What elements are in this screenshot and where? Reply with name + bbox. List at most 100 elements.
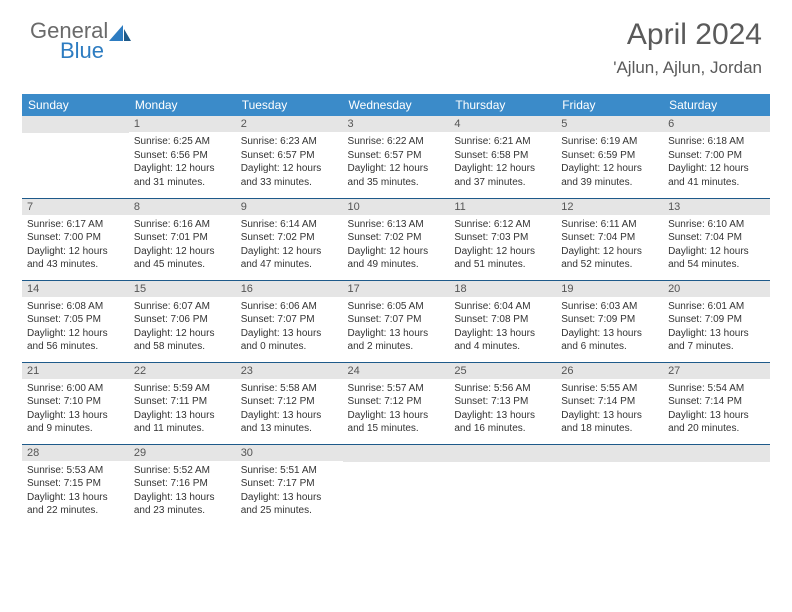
day-number: 24: [343, 363, 450, 379]
sunset-text: Sunset: 7:16 PM: [134, 477, 231, 491]
day-number: 3: [343, 116, 450, 132]
daylight-text-1: Daylight: 12 hours: [241, 245, 338, 259]
daylight-text-2: and 37 minutes.: [454, 176, 551, 190]
calendar-cell: 5Sunrise: 6:19 AMSunset: 6:59 PMDaylight…: [556, 116, 663, 198]
calendar-cell: 10Sunrise: 6:13 AMSunset: 7:02 PMDayligh…: [343, 198, 450, 280]
day-number: 12: [556, 199, 663, 215]
day-number: 21: [22, 363, 129, 379]
daylight-text-2: and 31 minutes.: [134, 176, 231, 190]
daylight-text-2: and 13 minutes.: [241, 422, 338, 436]
day-number-empty: [22, 116, 129, 133]
sunrise-text: Sunrise: 6:25 AM: [134, 135, 231, 149]
day-number: 11: [449, 199, 556, 215]
calendar-cell: 14Sunrise: 6:08 AMSunset: 7:05 PMDayligh…: [22, 280, 129, 362]
daylight-text-2: and 54 minutes.: [668, 258, 765, 272]
calendar-cell: 20Sunrise: 6:01 AMSunset: 7:09 PMDayligh…: [663, 280, 770, 362]
sunrise-text: Sunrise: 5:56 AM: [454, 382, 551, 396]
location-label: 'Ajlun, Ajlun, Jordan: [613, 58, 762, 78]
day-details: Sunrise: 6:18 AMSunset: 7:00 PMDaylight:…: [663, 132, 770, 193]
day-number: 1: [129, 116, 236, 132]
day-details: Sunrise: 6:04 AMSunset: 7:08 PMDaylight:…: [449, 297, 556, 358]
day-details: Sunrise: 6:03 AMSunset: 7:09 PMDaylight:…: [556, 297, 663, 358]
sunset-text: Sunset: 7:01 PM: [134, 231, 231, 245]
day-details: Sunrise: 5:58 AMSunset: 7:12 PMDaylight:…: [236, 379, 343, 440]
daylight-text-1: Daylight: 12 hours: [134, 327, 231, 341]
sunset-text: Sunset: 7:11 PM: [134, 395, 231, 409]
day-details: Sunrise: 6:17 AMSunset: 7:00 PMDaylight:…: [22, 215, 129, 276]
sunrise-text: Sunrise: 6:14 AM: [241, 218, 338, 232]
day-number-empty: [663, 445, 770, 462]
sunset-text: Sunset: 7:00 PM: [27, 231, 124, 245]
sunset-text: Sunset: 7:04 PM: [561, 231, 658, 245]
sunset-text: Sunset: 7:04 PM: [668, 231, 765, 245]
day-header: Saturday: [663, 94, 770, 116]
sunrise-text: Sunrise: 6:07 AM: [134, 300, 231, 314]
calendar-cell: 12Sunrise: 6:11 AMSunset: 7:04 PMDayligh…: [556, 198, 663, 280]
day-details: Sunrise: 6:14 AMSunset: 7:02 PMDaylight:…: [236, 215, 343, 276]
sunrise-text: Sunrise: 6:12 AM: [454, 218, 551, 232]
sunrise-text: Sunrise: 6:21 AM: [454, 135, 551, 149]
sunrise-text: Sunrise: 6:13 AM: [348, 218, 445, 232]
sunset-text: Sunset: 7:09 PM: [668, 313, 765, 327]
calendar-cell: 26Sunrise: 5:55 AMSunset: 7:14 PMDayligh…: [556, 362, 663, 444]
day-details: Sunrise: 6:22 AMSunset: 6:57 PMDaylight:…: [343, 132, 450, 193]
day-number: 15: [129, 281, 236, 297]
day-number: 8: [129, 199, 236, 215]
calendar-cell: 16Sunrise: 6:06 AMSunset: 7:07 PMDayligh…: [236, 280, 343, 362]
daylight-text-2: and 43 minutes.: [27, 258, 124, 272]
sunset-text: Sunset: 7:07 PM: [241, 313, 338, 327]
daylight-text-2: and 23 minutes.: [134, 504, 231, 518]
sunrise-text: Sunrise: 6:08 AM: [27, 300, 124, 314]
daylight-text-2: and 33 minutes.: [241, 176, 338, 190]
sunset-text: Sunset: 7:14 PM: [561, 395, 658, 409]
daylight-text-2: and 4 minutes.: [454, 340, 551, 354]
sunset-text: Sunset: 6:59 PM: [561, 149, 658, 163]
calendar-body: 1Sunrise: 6:25 AMSunset: 6:56 PMDaylight…: [22, 116, 770, 526]
day-number: 27: [663, 363, 770, 379]
daylight-text-1: Daylight: 12 hours: [27, 327, 124, 341]
day-details: Sunrise: 5:53 AMSunset: 7:15 PMDaylight:…: [22, 461, 129, 522]
sunset-text: Sunset: 7:00 PM: [668, 149, 765, 163]
calendar-cell: [663, 444, 770, 526]
calendar-week-row: 28Sunrise: 5:53 AMSunset: 7:15 PMDayligh…: [22, 444, 770, 526]
calendar-cell: 22Sunrise: 5:59 AMSunset: 7:11 PMDayligh…: [129, 362, 236, 444]
sunrise-text: Sunrise: 5:57 AM: [348, 382, 445, 396]
daylight-text-1: Daylight: 12 hours: [134, 162, 231, 176]
daylight-text-2: and 7 minutes.: [668, 340, 765, 354]
calendar-week-row: 14Sunrise: 6:08 AMSunset: 7:05 PMDayligh…: [22, 280, 770, 362]
calendar-cell: 2Sunrise: 6:23 AMSunset: 6:57 PMDaylight…: [236, 116, 343, 198]
sunrise-text: Sunrise: 6:03 AM: [561, 300, 658, 314]
daylight-text-1: Daylight: 12 hours: [241, 162, 338, 176]
sunset-text: Sunset: 7:08 PM: [454, 313, 551, 327]
daylight-text-2: and 18 minutes.: [561, 422, 658, 436]
daylight-text-2: and 11 minutes.: [134, 422, 231, 436]
sunrise-text: Sunrise: 5:58 AM: [241, 382, 338, 396]
daylight-text-2: and 2 minutes.: [348, 340, 445, 354]
sunset-text: Sunset: 7:02 PM: [241, 231, 338, 245]
day-details: Sunrise: 6:23 AMSunset: 6:57 PMDaylight:…: [236, 132, 343, 193]
sunset-text: Sunset: 7:09 PM: [561, 313, 658, 327]
calendar-cell: 19Sunrise: 6:03 AMSunset: 7:09 PMDayligh…: [556, 280, 663, 362]
daylight-text-1: Daylight: 12 hours: [27, 245, 124, 259]
daylight-text-2: and 6 minutes.: [561, 340, 658, 354]
day-details: Sunrise: 5:54 AMSunset: 7:14 PMDaylight:…: [663, 379, 770, 440]
daylight-text-1: Daylight: 13 hours: [134, 409, 231, 423]
daylight-text-1: Daylight: 12 hours: [561, 162, 658, 176]
calendar-table: SundayMondayTuesdayWednesdayThursdayFrid…: [22, 94, 770, 526]
day-details: Sunrise: 6:13 AMSunset: 7:02 PMDaylight:…: [343, 215, 450, 276]
calendar-cell: 24Sunrise: 5:57 AMSunset: 7:12 PMDayligh…: [343, 362, 450, 444]
daylight-text-2: and 0 minutes.: [241, 340, 338, 354]
calendar-cell: 21Sunrise: 6:00 AMSunset: 7:10 PMDayligh…: [22, 362, 129, 444]
calendar-cell: [556, 444, 663, 526]
day-details: Sunrise: 5:57 AMSunset: 7:12 PMDaylight:…: [343, 379, 450, 440]
day-number: 25: [449, 363, 556, 379]
daylight-text-2: and 25 minutes.: [241, 504, 338, 518]
sunrise-text: Sunrise: 5:55 AM: [561, 382, 658, 396]
daylight-text-1: Daylight: 13 hours: [134, 491, 231, 505]
title-block: April 2024 'Ajlun, Ajlun, Jordan: [613, 18, 762, 78]
sunrise-text: Sunrise: 6:16 AM: [134, 218, 231, 232]
day-details: Sunrise: 6:16 AMSunset: 7:01 PMDaylight:…: [129, 215, 236, 276]
day-details: Sunrise: 5:55 AMSunset: 7:14 PMDaylight:…: [556, 379, 663, 440]
day-number: 22: [129, 363, 236, 379]
day-header: Sunday: [22, 94, 129, 116]
